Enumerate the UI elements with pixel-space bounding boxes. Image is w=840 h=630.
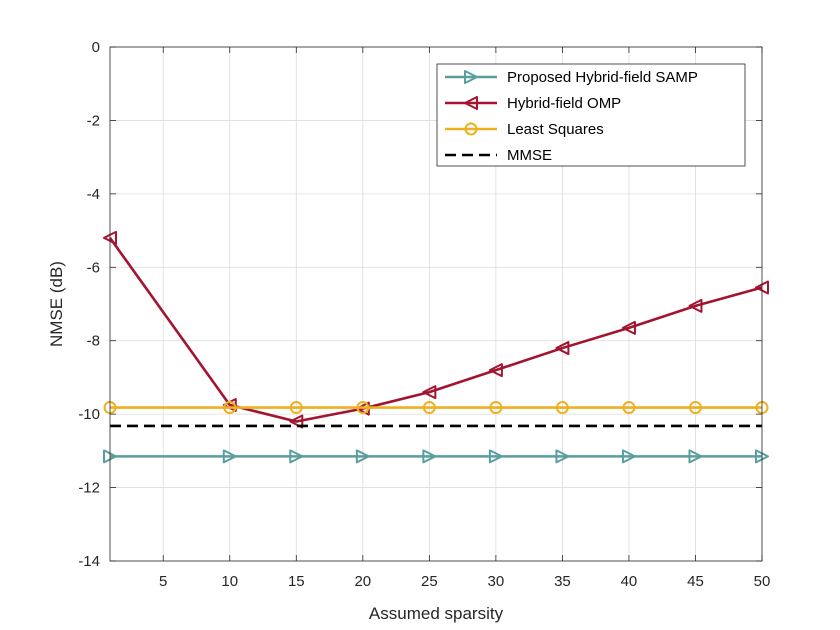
data-point: [488, 449, 503, 464]
legend-item: MMSE: [445, 147, 552, 164]
legend-label: Hybrid-field OMP: [507, 95, 621, 112]
y-tick-label: -8: [87, 333, 100, 350]
data-point: [422, 449, 437, 464]
legend-item: Least Squares: [445, 121, 604, 138]
data-point: [422, 385, 437, 400]
data-point: [289, 401, 303, 415]
y-tick-label: -10: [78, 406, 100, 423]
series-group: [103, 230, 769, 464]
data-point: [688, 449, 703, 464]
data-point: [289, 414, 304, 429]
data-point: [688, 401, 702, 415]
data-point: [222, 449, 237, 464]
plot-frame: [109, 46, 763, 562]
legend-label: Proposed Hybrid-field SAMP: [507, 69, 698, 86]
legend: Proposed Hybrid-field SAMP Hybrid-field O…: [436, 63, 746, 167]
data-point: [356, 401, 370, 415]
series-0: [103, 449, 769, 464]
y-axis-label: NMSE (dB): [47, 261, 66, 347]
x-tick-label: 30: [488, 573, 505, 590]
data-point: [555, 401, 569, 415]
y-tick-label: -4: [87, 186, 100, 203]
y-tick-label: -6: [87, 259, 100, 276]
legend-box: [436, 63, 746, 167]
x-axis-label: Assumed sparsity: [369, 604, 504, 623]
data-point: [488, 363, 503, 378]
legend-label: Least Squares: [507, 121, 604, 138]
y-tick-label: -2: [87, 112, 100, 129]
data-point: [555, 449, 570, 464]
data-point: [289, 449, 304, 464]
legend-marker: [464, 70, 478, 84]
legend-marker: [464, 122, 478, 136]
data-point: [622, 401, 636, 415]
x-tick-label: 35: [554, 573, 571, 590]
legend-marker: [464, 96, 478, 110]
legend-label: MMSE: [507, 147, 552, 164]
y-tick-label: 0: [92, 39, 100, 56]
series-line: [108, 237, 763, 423]
data-point: [555, 341, 570, 356]
x-tick-label: 45: [687, 573, 704, 590]
data-point: [489, 401, 503, 415]
data-point: [422, 401, 436, 415]
y-tick-label: -12: [78, 480, 100, 497]
x-tick-label: 25: [421, 573, 438, 590]
x-tick-label: 15: [288, 573, 305, 590]
data-point: [223, 401, 237, 415]
data-point: [355, 449, 370, 464]
x-tick-label: 20: [354, 573, 371, 590]
data-point: [621, 449, 636, 464]
x-tick-label: 50: [754, 573, 771, 590]
x-tick-label: 10: [221, 573, 238, 590]
data-point: [688, 298, 703, 313]
legend-item: Proposed Hybrid-field SAMP: [445, 69, 698, 86]
x-tick-label: 5: [159, 573, 167, 590]
data-point: [621, 320, 636, 335]
x-tick-label: 40: [621, 573, 638, 590]
axis-ticks: 5 10 15 20 25 30 35 40 45 50 0 -2 -4 -6 -8 -10 -12 -14: [78, 39, 770, 590]
y-tick-label: -14: [78, 553, 100, 570]
legend-item: Hybrid-field OMP: [445, 95, 621, 112]
